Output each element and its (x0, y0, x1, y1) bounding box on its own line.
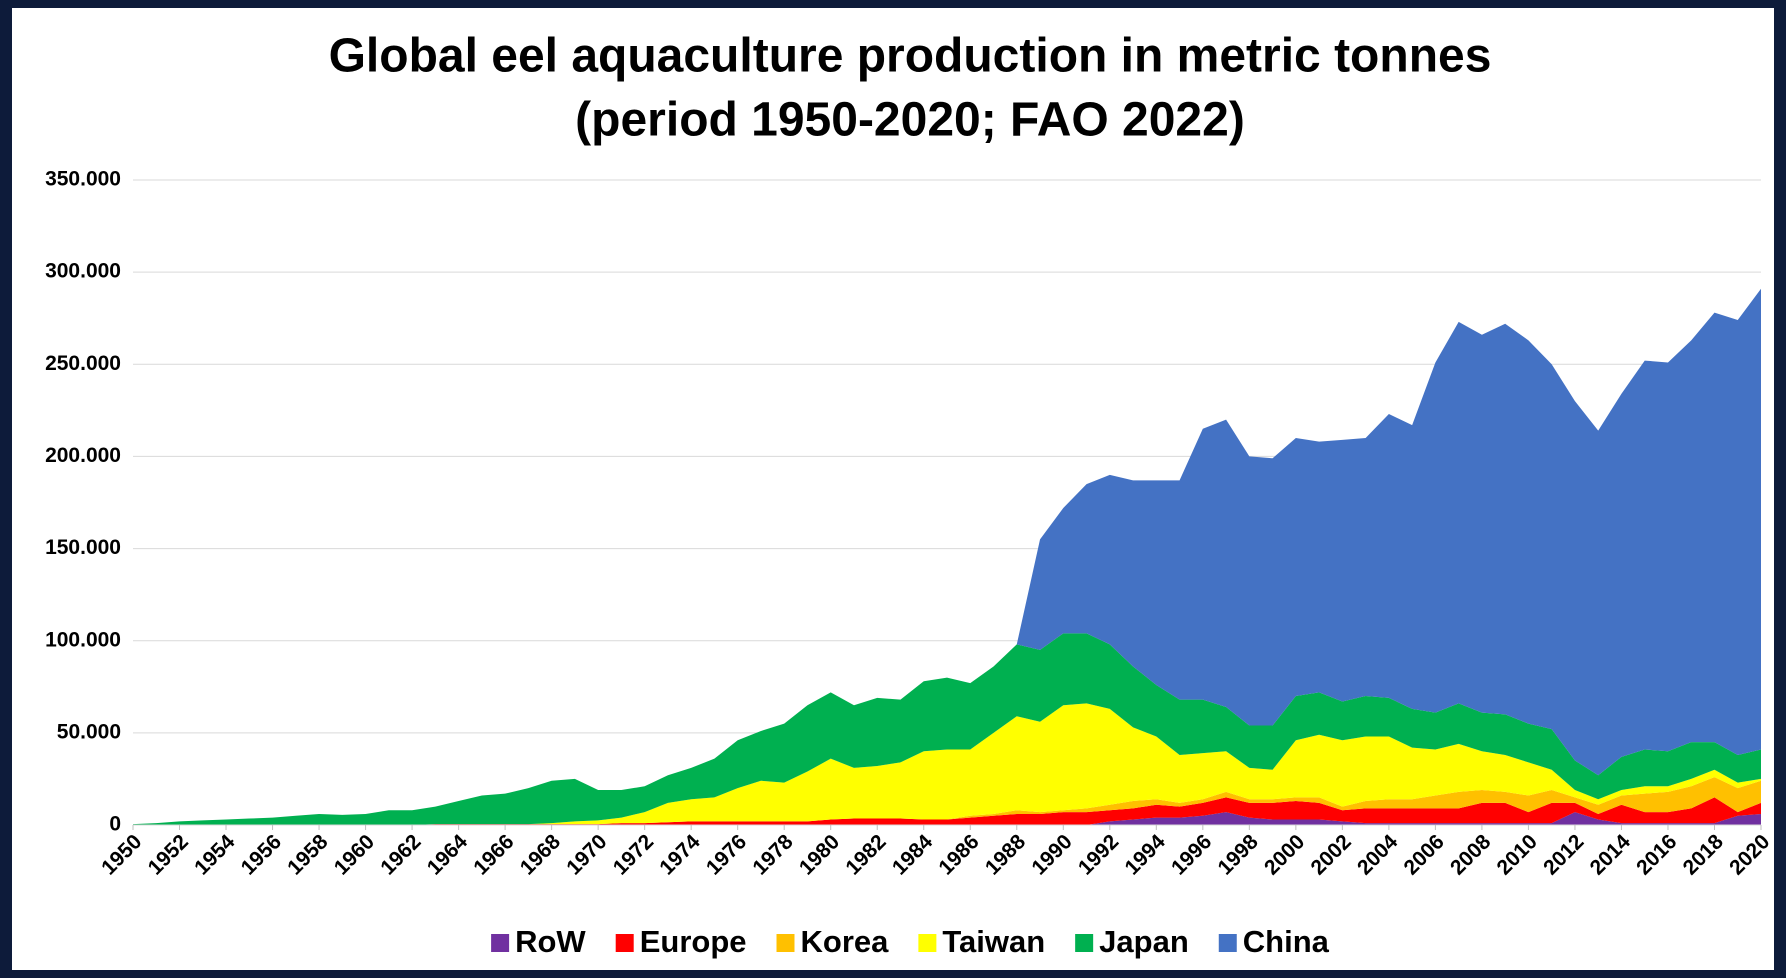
legend-swatch (1218, 934, 1237, 952)
legend: RoW Europe Korea Taiwan Japan China (491, 924, 1330, 959)
legend-label: Korea (801, 924, 890, 959)
area-japan (133, 633, 1761, 825)
area-taiwan (133, 703, 1761, 825)
y-tick-label: 250.000 (45, 352, 121, 375)
legend-swatch (918, 934, 937, 952)
legend-swatch (615, 934, 634, 952)
area-row (133, 812, 1761, 825)
legend-label: Europe (640, 924, 747, 959)
area-china (133, 288, 1761, 825)
y-tick-label: 0 (109, 813, 121, 836)
area-europe (133, 797, 1761, 825)
y-tick-label: 200.000 (45, 444, 121, 467)
legend-label: Japan (1099, 924, 1189, 959)
area-korea (133, 777, 1761, 825)
chart-title: Global eel aquaculture production in met… (329, 30, 1492, 83)
y-tick-label: 300.000 (45, 260, 121, 283)
y-tick-label: 100.000 (45, 628, 121, 651)
y-tick-label: 50.000 (57, 720, 121, 743)
y-tick-label: 350.000 (45, 168, 121, 191)
chart-subtitle: (period 1950-2020; FAO 2022) (575, 94, 1245, 147)
legend-label: RoW (515, 924, 586, 959)
legend-label: China (1243, 924, 1330, 959)
y-tick-label: 150.000 (45, 536, 121, 559)
legend-swatch (1075, 934, 1094, 952)
legend-swatch (776, 934, 795, 952)
legend-swatch (491, 934, 510, 952)
legend-label: Taiwan (942, 924, 1045, 959)
